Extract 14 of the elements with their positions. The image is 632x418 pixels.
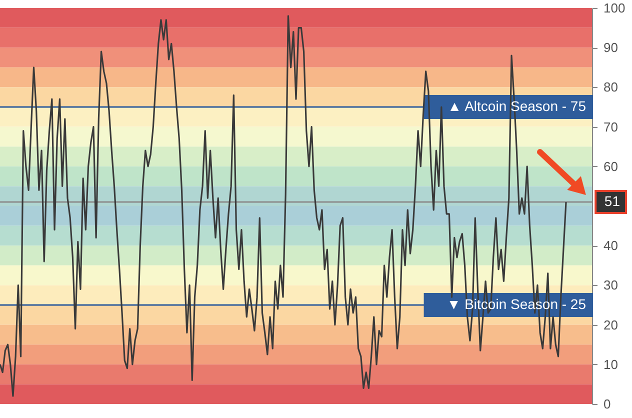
line-series — [0, 15, 567, 397]
ref-line-label: 51 — [604, 193, 620, 210]
ref-line-label: ▼ Bitcoin Season - 25 — [446, 296, 586, 312]
y-tick-label: 90 — [604, 40, 618, 56]
ref-line-label: ▲ Altcoin Season - 75 — [448, 98, 586, 114]
y-tick-label: 20 — [604, 317, 618, 332]
y-tick-label: 70 — [604, 119, 618, 134]
y-tick-label: 60 — [604, 158, 618, 174]
y-tick-label: 30 — [604, 278, 618, 293]
y-tick-label: 80 — [604, 80, 618, 95]
y-tick-label: 10 — [604, 356, 618, 372]
y-tick-label: 0 — [604, 396, 611, 412]
y-tick-label: 100 — [604, 0, 626, 16]
y-tick-label: 40 — [604, 238, 618, 254]
